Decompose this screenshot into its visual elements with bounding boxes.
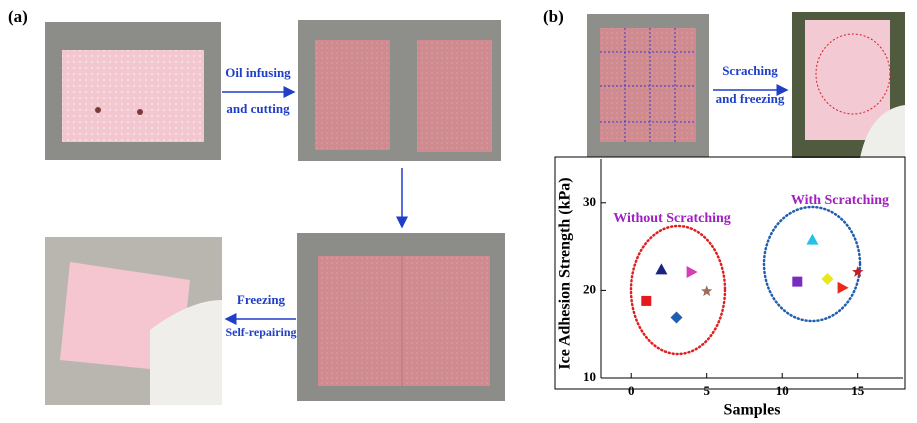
annotation: With Scratching <box>791 193 889 208</box>
x-tick-label: 5 <box>703 383 710 398</box>
photo-infused-pieces <box>298 20 501 161</box>
point <box>655 263 667 274</box>
chart: 10 20 30 0 5 10 15 Samples Ice Adhesion Strength… <box>557 159 903 419</box>
point <box>641 296 651 306</box>
y-tick-label: 30 <box>583 194 596 209</box>
point <box>822 273 834 285</box>
chart-frame <box>555 157 905 389</box>
panel-label: (b) <box>543 7 564 26</box>
photo-porous-film <box>45 22 221 160</box>
point <box>671 312 683 324</box>
step-label: Oil infusing <box>225 65 291 80</box>
x-tick-label: 0 <box>628 383 635 398</box>
panel-label: (a) <box>8 7 28 26</box>
step-label: Freezing <box>237 292 286 307</box>
group-outline <box>764 207 860 321</box>
photo-frozen-film <box>45 237 222 405</box>
step-label: and freezing <box>716 91 785 106</box>
step-label: Self-repairing <box>225 325 296 339</box>
photo-repaired-film <box>297 233 505 401</box>
x-tick-label: 10 <box>776 383 789 398</box>
x-axis-label: Samples <box>724 402 781 419</box>
point <box>792 277 802 287</box>
figure: (a) Oil infusing and cutting Freezing Se… <box>0 0 917 423</box>
point <box>701 285 712 296</box>
photo-scratched-film <box>587 14 709 157</box>
point <box>687 266 698 278</box>
step-label: Scraching <box>722 63 778 78</box>
x-tick-label: 15 <box>851 383 865 398</box>
step-label: and cutting <box>226 101 290 116</box>
y-axis-label: Ice Adhesion Strength (kPa) <box>557 177 574 369</box>
y-tick-label: 10 <box>583 369 596 384</box>
point <box>852 266 863 277</box>
y-tick-label: 20 <box>583 281 596 296</box>
point <box>806 234 818 245</box>
photo-frozen-scratched <box>792 12 905 158</box>
annotation: Without Scratching <box>613 211 731 226</box>
point <box>838 282 849 294</box>
